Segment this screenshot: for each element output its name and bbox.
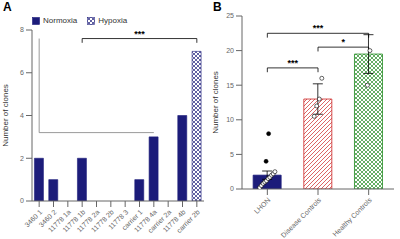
- svg-text:***: ***: [287, 58, 298, 68]
- svg-text:2: 2: [20, 155, 24, 162]
- svg-text:0: 0: [230, 185, 234, 192]
- svg-text:11778 2b: 11778 2b: [89, 208, 116, 234]
- svg-text:0: 0: [20, 197, 24, 204]
- svg-text:Number of clones: Number of clones: [8, 84, 10, 147]
- svg-text:3460 1: 3460 1: [23, 208, 44, 229]
- svg-text:25: 25: [226, 12, 234, 19]
- svg-text:*: *: [342, 37, 346, 47]
- svg-text:10: 10: [226, 116, 234, 123]
- svg-text:11778 1a: 11778 1a: [46, 208, 73, 234]
- html-text:Hypoxia: Hypoxia: [98, 16, 128, 25]
- svg-text:11778 4a: 11778 4a: [132, 208, 159, 234]
- svg-text:11778 2a: 11778 2a: [75, 208, 101, 234]
- svg-text:LHON: LHON: [253, 196, 272, 215]
- svg-text:6: 6: [20, 69, 24, 76]
- svg-text:carrier 1: carrier 1: [120, 208, 144, 232]
- svg-text:11778 4b: 11778 4b: [161, 208, 187, 234]
- svg-text:5: 5: [230, 151, 234, 158]
- svg-text:4: 4: [20, 112, 24, 119]
- svg-text:15: 15: [226, 82, 234, 89]
- svg-text:***: ***: [134, 29, 145, 39]
- svg-text:carrier 2a: carrier 2a: [146, 208, 173, 235]
- svg-text:carrier 2b: carrier 2b: [175, 208, 201, 234]
- svg-text:11778 3: 11778 3: [106, 208, 130, 231]
- svg-text:11778 1b: 11778 1b: [61, 208, 87, 234]
- svg-text:3460 2: 3460 2: [37, 208, 58, 229]
- svg-text:***: ***: [313, 23, 324, 33]
- html-text:B: B: [213, 0, 222, 14]
- html-text:Normoxia: Normoxia: [43, 16, 78, 25]
- svg-text:20: 20: [226, 47, 234, 54]
- svg-text:Number of clones: Number of clones: [211, 71, 220, 134]
- svg-text:Healthy Controls: Healthy Controls: [331, 196, 374, 239]
- svg-text:8: 8: [20, 26, 24, 33]
- svg-text:Disease Controls: Disease Controls: [280, 196, 323, 239]
- html-text:A: A: [3, 0, 12, 14]
